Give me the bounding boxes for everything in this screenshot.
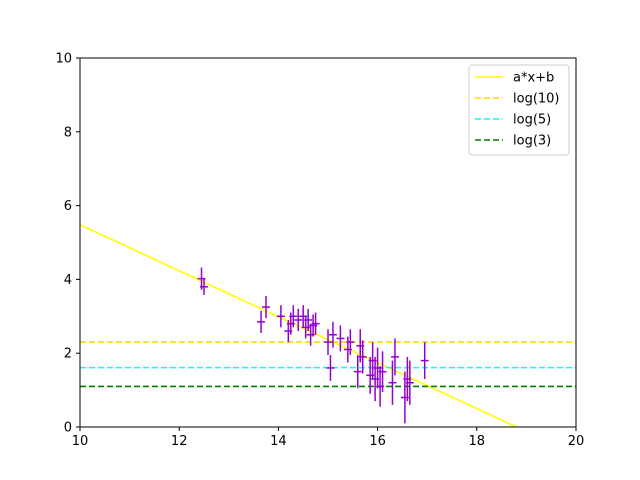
legend-entry: log(5) (475, 113, 551, 128)
data-point (405, 360, 414, 405)
axes-frame (79, 57, 577, 428)
legend-box (468, 64, 570, 156)
data-point (336, 325, 345, 352)
x-tick-label: 12 (171, 434, 188, 449)
data-point (378, 351, 387, 392)
legend-label: a*x+b (513, 71, 554, 86)
data-point (420, 342, 429, 380)
legend-label: log(5) (513, 113, 551, 128)
data-point (257, 310, 266, 333)
y-tick-label: 8 (64, 125, 72, 140)
data-point (304, 308, 313, 332)
x-tick-label: 14 (270, 434, 287, 449)
legend-entry: log(10) (475, 92, 560, 107)
y-tick-label: 2 (64, 347, 72, 362)
data-point (294, 308, 303, 332)
plot-clip-group (80, 224, 576, 427)
data-point (311, 312, 320, 335)
plot-area (80, 224, 576, 427)
data-point (324, 329, 332, 356)
data-point (353, 355, 362, 389)
data-point (358, 340, 367, 374)
x-tick-label: 18 (469, 434, 486, 449)
data-point (262, 296, 270, 319)
legend-label: log(10) (513, 92, 560, 107)
data-point (388, 360, 397, 405)
axes: 10 12 14 16 18 20 0 2 4 6 8 10 (55, 52, 584, 450)
y-tick-label: 0 (64, 421, 72, 436)
data-point (326, 355, 335, 381)
x-tick-label: 10 (72, 434, 89, 449)
legend-entry: log(3) (475, 134, 551, 149)
y-tick-label: 6 (64, 199, 72, 214)
legend-entry: a*x+b (475, 71, 554, 86)
data-point (276, 305, 285, 328)
legend-label: log(3) (513, 134, 551, 149)
x-tick-label: 20 (568, 434, 585, 449)
legend: a*x+b log(10) log(5) log(3) (468, 64, 570, 156)
data-point (328, 321, 337, 348)
data-point (390, 338, 399, 376)
y-tick-label: 4 (64, 273, 72, 288)
data-point (346, 329, 355, 356)
data-point (200, 278, 208, 295)
data-point (289, 305, 298, 328)
x-tick-label: 16 (369, 434, 386, 449)
y-tick-label: 10 (55, 52, 72, 67)
